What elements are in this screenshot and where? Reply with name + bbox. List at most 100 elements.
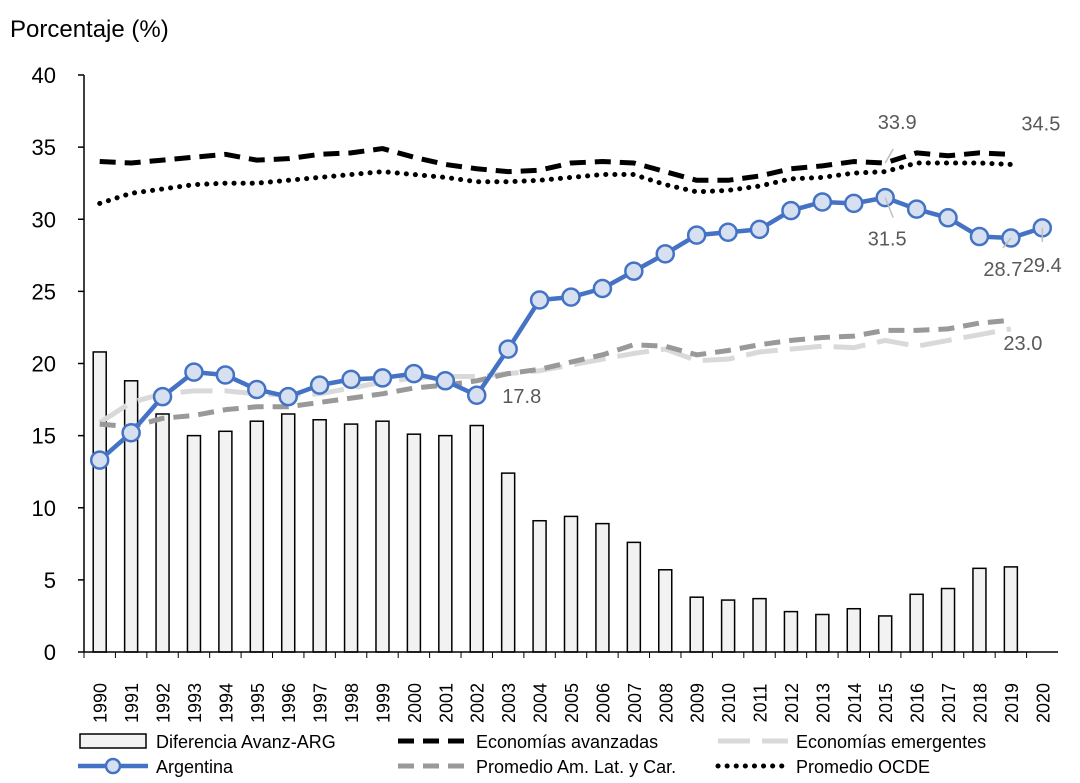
point-argentina-2003 xyxy=(498,339,518,359)
x-tick-label-2014: 2014 xyxy=(845,683,865,723)
point-argentina-2004 xyxy=(529,290,550,310)
x-tick-label-2015: 2015 xyxy=(876,683,896,723)
x-tick-label-1992: 1992 xyxy=(154,683,174,723)
y-tick-label: 0 xyxy=(44,640,56,665)
series-line-promedio-ocde xyxy=(97,160,1014,206)
bar-1992 xyxy=(155,413,170,653)
bar-1990 xyxy=(92,351,107,653)
bar-1998 xyxy=(343,423,359,653)
bar-2007 xyxy=(626,541,642,653)
y-tick-label: 40 xyxy=(32,63,56,88)
bar-1994 xyxy=(218,430,233,653)
point-argentina-1997 xyxy=(309,375,330,395)
y-tick-label: 20 xyxy=(32,352,56,377)
point-argentina-1998 xyxy=(341,369,361,390)
x-tick-label-2020: 2020 xyxy=(1033,683,1053,723)
y-tick-label: 35 xyxy=(32,135,56,160)
bar-2008 xyxy=(658,569,673,653)
bar-2001 xyxy=(438,434,453,653)
x-tick-label-1999: 1999 xyxy=(373,683,393,723)
bar-2003 xyxy=(500,472,516,653)
bar-1991 xyxy=(123,380,139,653)
x-tick-label-2013: 2013 xyxy=(813,683,833,723)
legend-label-promedio-ocde: Promedio OCDE xyxy=(796,757,930,777)
x-tick-label-1998: 1998 xyxy=(342,683,362,723)
legend-marker-argentina xyxy=(104,757,122,775)
data-label-economias-avanzadas-2015: 33.9 xyxy=(878,112,917,134)
point-argentina-2017 xyxy=(938,208,958,228)
point-argentina-1993 xyxy=(184,362,204,382)
y-tick-label: 30 xyxy=(32,207,56,232)
point-argentina-1996 xyxy=(278,386,298,407)
bar-1999 xyxy=(375,420,390,653)
x-tick-label-2008: 2008 xyxy=(656,683,676,723)
data-label-argentina-2020: 29.4 xyxy=(1023,255,1062,277)
bar-2010 xyxy=(720,599,736,653)
point-argentina-1991 xyxy=(121,422,141,443)
bar-2019 xyxy=(1003,566,1019,653)
x-tick-label-1996: 1996 xyxy=(279,683,299,723)
x-tick-label-2010: 2010 xyxy=(719,683,739,723)
data-label-argentina-2019: 28.7 xyxy=(983,259,1022,281)
point-argentina-2009 xyxy=(686,225,707,245)
legend-label-argentina: Argentina xyxy=(156,757,234,777)
bar-2013 xyxy=(815,613,830,653)
lines-layer xyxy=(89,146,1053,470)
point-argentina-1990 xyxy=(89,450,110,470)
bar-1993 xyxy=(186,434,202,653)
point-argentina-1994 xyxy=(215,365,236,385)
bar-2009 xyxy=(689,596,704,653)
bars-layer xyxy=(92,351,1019,653)
data-labels-layer: 33.9 34.5 31.5 28.7 29.4 23.0 17.8 xyxy=(502,112,1061,408)
x-tick-label-2003: 2003 xyxy=(499,683,519,723)
y-tick-label: 10 xyxy=(32,496,56,521)
point-argentina-1995 xyxy=(247,379,267,400)
x-tick-label-1990: 1990 xyxy=(91,683,111,723)
legend-label-economias-emergentes: Economías emergentes xyxy=(796,732,986,752)
x-tick-label-1997: 1997 xyxy=(311,683,331,723)
data-label-argentina-2015: 31.5 xyxy=(868,229,907,251)
y-tick-label: 5 xyxy=(44,568,56,593)
x-tick-label-2002: 2002 xyxy=(468,683,488,723)
bar-1996 xyxy=(280,413,296,653)
point-argentina-2012 xyxy=(781,200,801,221)
point-argentina-2001 xyxy=(435,371,456,391)
series-line-economias-avanzadas xyxy=(99,146,1011,183)
data-label-leader-2015 xyxy=(884,197,894,218)
axes-layer: 0 5 10 15 20 25 30 35 40 1990 1991 1992 1993 1994 1995… xyxy=(32,63,1058,723)
bar-2006 xyxy=(595,522,610,653)
bar-1997 xyxy=(312,419,327,653)
point-argentina-2000 xyxy=(404,363,424,384)
point-argentina-2007 xyxy=(624,261,644,281)
bar-2017 xyxy=(940,587,956,653)
x-tick-label-2004: 2004 xyxy=(531,683,551,723)
bar-2018 xyxy=(972,567,987,653)
point-argentina-2018 xyxy=(969,226,990,247)
x-tick-label-2017: 2017 xyxy=(939,683,959,723)
bar-2012 xyxy=(783,610,799,653)
x-tick-label-2007: 2007 xyxy=(625,683,645,723)
x-tick-label-2016: 2016 xyxy=(908,683,928,723)
y-tick-label: 25 xyxy=(32,279,56,304)
data-label-argentina-2002: 17.8 xyxy=(502,386,541,408)
y-tick-label: 15 xyxy=(32,424,56,449)
point-argentina-2002 xyxy=(466,385,487,405)
point-argentina-2011 xyxy=(749,219,770,240)
bar-2005 xyxy=(563,515,579,653)
data-label-leader-2015 xyxy=(884,148,894,164)
legend-label-promedio-am-lat-y-car: Promedio Am. Lat. y Car. xyxy=(476,757,676,777)
point-argentina-2013 xyxy=(812,192,833,212)
x-tick-label-2006: 2006 xyxy=(593,683,613,723)
legend-label-diferencia-avanz-arg: Diferencia Avanz-ARG xyxy=(156,732,336,752)
point-argentina-1999 xyxy=(372,368,393,388)
bar-2015 xyxy=(877,615,893,653)
point-argentina-2006 xyxy=(592,278,613,299)
x-tick-label-2000: 2000 xyxy=(405,683,425,723)
point-argentina-2008 xyxy=(655,244,676,264)
x-tick-label-2009: 2009 xyxy=(688,683,708,723)
data-label-leader-2019 xyxy=(1002,237,1012,249)
point-argentina-2016 xyxy=(906,199,927,219)
point-argentina-1992 xyxy=(152,386,173,407)
data-label-promedio-am-lat-y-car-2019: 23.0 xyxy=(1003,333,1042,355)
